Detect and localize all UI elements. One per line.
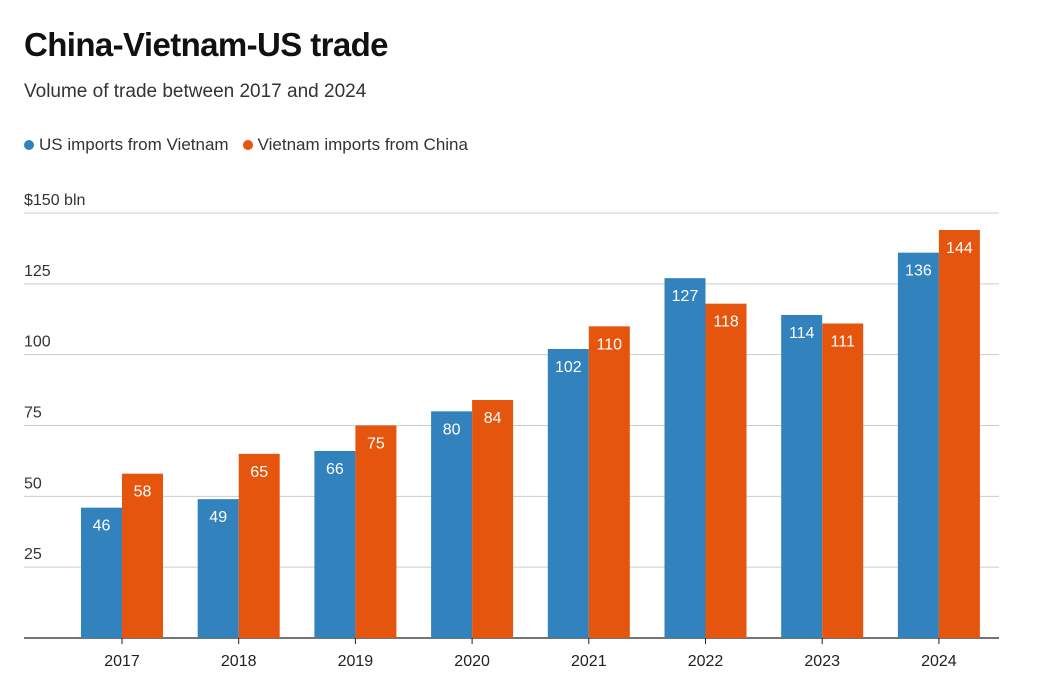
legend-dot-blue bbox=[24, 140, 34, 150]
bar-vietnam-imports-2018 bbox=[238, 453, 280, 638]
bar-us-imports-2020 bbox=[431, 411, 473, 638]
x-axis-labels: 2017 2018 2019 2020 2021 2022 2023 2024 bbox=[104, 638, 957, 670]
bar-vietnam-imports-2020 bbox=[472, 400, 514, 638]
x-tick-label-2022: 2022 bbox=[688, 653, 724, 670]
y-tick-label-25: 25 bbox=[24, 546, 42, 563]
bar-value-label-vn-2021: 110 bbox=[597, 336, 623, 353]
legend: US imports from Vietnam Vietnam imports … bbox=[24, 135, 468, 155]
legend-item-vietnam-imports: Vietnam imports from China bbox=[242, 135, 468, 155]
bar-value-label-us-2022: 127 bbox=[672, 288, 699, 305]
bar-us-imports-2022 bbox=[664, 278, 706, 638]
bar-value-label-us-2023: 114 bbox=[789, 325, 815, 342]
bar-value-label-vn-2018: 65 bbox=[250, 464, 268, 481]
bar-value-label-us-2019: 66 bbox=[326, 461, 344, 478]
bar-us-imports-2021 bbox=[547, 349, 589, 638]
bar-vietnam-imports-2019 bbox=[355, 425, 397, 638]
bar-vietnam-imports-2017 bbox=[122, 473, 163, 638]
bar-vietnam-imports-2024 bbox=[938, 230, 980, 638]
y-tick-label-100: 100 bbox=[24, 334, 51, 351]
bar-us-imports-2019 bbox=[314, 451, 356, 638]
y-tick-label-50: 50 bbox=[24, 475, 42, 492]
chart-subtitle: Volume of trade between 2017 and 2024 bbox=[24, 81, 367, 102]
bar-us-imports-2023 bbox=[781, 315, 823, 638]
bar-value-label-us-2020: 80 bbox=[443, 421, 461, 438]
bar-vietnam-imports-2023 bbox=[822, 323, 864, 638]
bar-vietnam-imports-2021 bbox=[588, 326, 630, 638]
bar-value-label-us-2018: 49 bbox=[209, 509, 227, 526]
x-tick-label-2021: 2021 bbox=[571, 653, 607, 670]
x-tick-label-2018: 2018 bbox=[221, 653, 257, 670]
x-tick-label-2019: 2019 bbox=[338, 653, 374, 670]
y-tick-label-125: 125 bbox=[24, 263, 51, 280]
bar-value-label-vn-2024: 144 bbox=[946, 240, 973, 257]
chart-title: China-Vietnam-US trade bbox=[24, 26, 389, 63]
bar-value-label-vn-2023: 111 bbox=[831, 334, 855, 351]
y-tick-label-150: $150 bln bbox=[24, 192, 85, 209]
bar-us-imports-2018 bbox=[197, 499, 239, 638]
bar-us-imports-2024 bbox=[897, 252, 939, 638]
x-tick-label-2023: 2023 bbox=[804, 653, 840, 670]
y-tick-label-75: 75 bbox=[24, 405, 42, 422]
bar-value-label-vn-2020: 84 bbox=[484, 410, 502, 427]
bar-value-label-us-2024: 136 bbox=[905, 263, 932, 280]
x-tick-label-2020: 2020 bbox=[454, 653, 490, 670]
legend-dot-orange bbox=[242, 140, 253, 150]
legend-item-us-imports: US imports from Vietnam bbox=[24, 135, 229, 155]
x-tick-label-2017: 2017 bbox=[104, 653, 140, 670]
legend-label-vietnam-imports: Vietnam imports from China bbox=[257, 135, 468, 154]
bar-value-label-vn-2022: 118 bbox=[713, 314, 739, 331]
bars: 46 58 49 65 66 75 80 84 102 110 127 118 114 111 136 144 bbox=[81, 230, 980, 638]
x-tick-label-2024: 2024 bbox=[921, 653, 957, 670]
bar-value-label-us-2021: 102 bbox=[555, 359, 582, 376]
bar-value-label-vn-2017: 58 bbox=[134, 484, 152, 501]
bar-us-imports-2017 bbox=[81, 507, 122, 638]
bar-value-label-us-2017: 46 bbox=[93, 518, 111, 535]
legend-label-us-imports: US imports from Vietnam bbox=[39, 135, 229, 154]
bar-vietnam-imports-2022 bbox=[705, 303, 747, 638]
bar-value-label-vn-2019: 75 bbox=[367, 436, 385, 453]
